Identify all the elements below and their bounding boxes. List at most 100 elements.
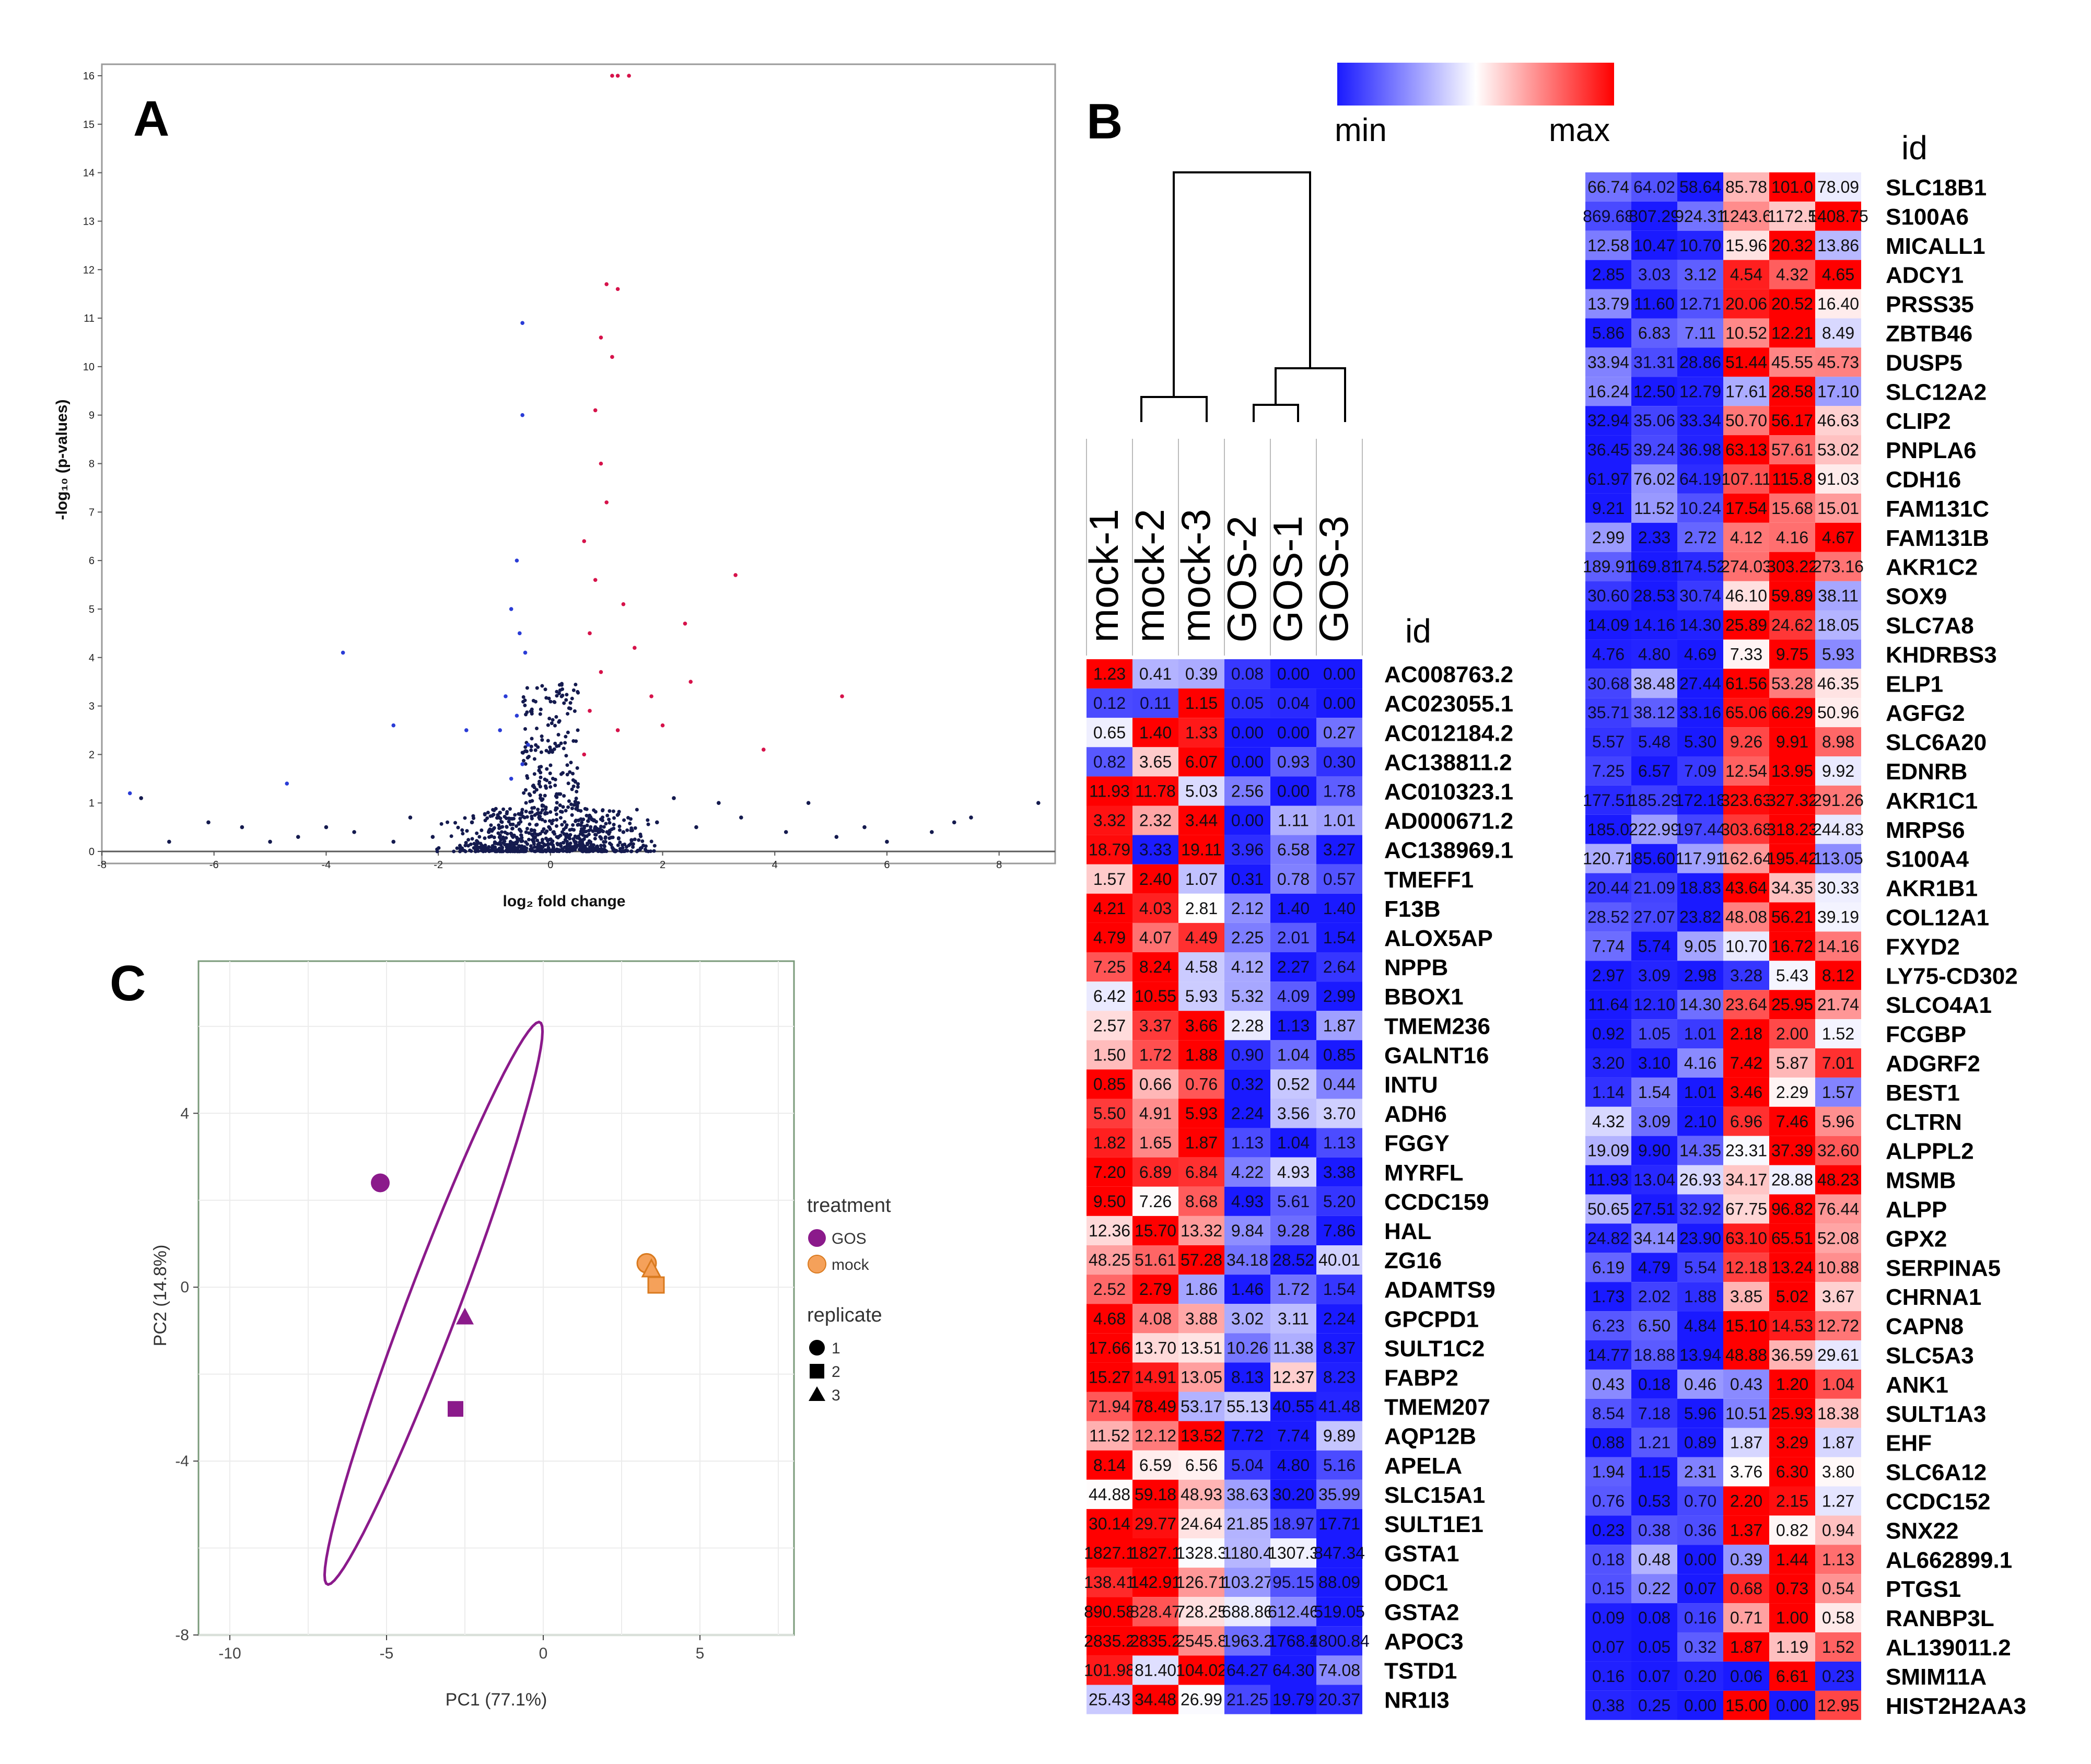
heatmap-cell bbox=[1631, 639, 1677, 669]
heatmap-cell-value: 11.78 bbox=[1135, 781, 1176, 800]
volcano-x-tick-label: -4 bbox=[322, 859, 331, 871]
volcano-x-tick-label: 0 bbox=[547, 859, 553, 871]
heatmap-cell-value: 6.89 bbox=[1139, 1163, 1172, 1182]
volcano-point-up bbox=[615, 287, 620, 291]
heatmap-cell bbox=[1087, 1597, 1132, 1627]
volcano-point-ns bbox=[552, 830, 556, 834]
heatmap-cell-value: 52.08 bbox=[1817, 1229, 1859, 1247]
heatmap-cell bbox=[1723, 435, 1769, 464]
volcano-point-ns bbox=[565, 693, 569, 697]
volcano-point-ns bbox=[573, 780, 577, 784]
heatmap-cell bbox=[1677, 464, 1723, 494]
heatmap-cell-value: 0.43 bbox=[1730, 1375, 1762, 1394]
heatmap-cell-value: 15.70 bbox=[1135, 1221, 1176, 1240]
volcano-point-ns bbox=[391, 839, 396, 844]
heatmap-cell-value: 9.75 bbox=[1776, 645, 1808, 663]
heatmap-cell bbox=[1224, 1685, 1270, 1714]
volcano-point-ns bbox=[532, 790, 536, 794]
heatmap-cell-value: 12.12 bbox=[1135, 1427, 1176, 1445]
heatmap-cell-value: 4.32 bbox=[1776, 265, 1808, 284]
heatmap-cell-value: 32.60 bbox=[1817, 1141, 1859, 1160]
heatmap-cell-value: 13.94 bbox=[1679, 1346, 1721, 1364]
volcano-point-ns bbox=[539, 775, 543, 779]
heatmap-cell bbox=[1631, 493, 1677, 523]
volcano-point-ns bbox=[562, 701, 566, 705]
heatmap-cell-value: 0.23 bbox=[1822, 1667, 1854, 1686]
heatmap-cell-value: 50.65 bbox=[1587, 1199, 1629, 1218]
volcano-point-ns bbox=[969, 815, 973, 820]
volcano-y-tick-label: 2 bbox=[89, 749, 95, 761]
heatmap-cell bbox=[1178, 1685, 1224, 1714]
heatmap-row-label: TMEM236 bbox=[1384, 1013, 1490, 1039]
volcano-point-ns bbox=[602, 825, 606, 829]
heatmap-cell-value: 12.21 bbox=[1771, 323, 1813, 342]
heatmap-cell-value: 13.52 bbox=[1181, 1427, 1222, 1445]
volcano-point-ns bbox=[511, 848, 516, 852]
heatmap-cell-value: 222.99 bbox=[1629, 820, 1680, 839]
heatmap-cell-value: 9.26 bbox=[1730, 732, 1762, 751]
volcano-point-ns bbox=[623, 843, 627, 847]
heatmap-cell-value: 2.29 bbox=[1776, 1083, 1808, 1102]
heatmap-cell-value: 29.77 bbox=[1135, 1514, 1176, 1533]
volcano-point-ns bbox=[554, 806, 558, 810]
heatmap-cell-value: 25.43 bbox=[1089, 1690, 1130, 1709]
heatmap-row-label: DUSP5 bbox=[1886, 350, 1962, 376]
heatmap-cell-value: 15.96 bbox=[1725, 236, 1767, 255]
heatmap-cell bbox=[1316, 776, 1362, 806]
volcano-point-ns bbox=[538, 779, 542, 784]
heatmap-cell bbox=[1270, 922, 1316, 952]
volcano-point-up bbox=[604, 500, 609, 505]
pca-x-tick-label: 0 bbox=[539, 1645, 548, 1662]
volcano-point-ns bbox=[352, 830, 356, 834]
volcano-point-ns bbox=[524, 809, 528, 813]
heatmap-cell bbox=[1087, 1157, 1132, 1187]
heatmap-cell-value: 6.83 bbox=[1638, 323, 1671, 342]
volcano-point-ns bbox=[588, 847, 592, 851]
volcano-point-ns bbox=[601, 830, 605, 834]
volcano-point-ns bbox=[478, 842, 483, 846]
volcano-point-ns bbox=[483, 849, 487, 853]
heatmap-cell-value: 1.87 bbox=[1323, 1016, 1356, 1035]
heatmap-row-label: TSTD1 bbox=[1384, 1658, 1457, 1684]
volcano-point-ns bbox=[635, 808, 639, 812]
volcano-point-ns bbox=[540, 684, 544, 688]
color-scale-bar bbox=[1337, 63, 1614, 106]
heatmap-cell bbox=[1270, 1392, 1316, 1421]
volcano-point-ns bbox=[614, 849, 618, 853]
volcano-point-ns bbox=[547, 696, 551, 700]
heatmap-cell-value: 1.40 bbox=[1323, 899, 1356, 918]
heatmap-cell-value: 174.52 bbox=[1675, 557, 1726, 576]
heatmap-cell bbox=[1224, 1655, 1270, 1685]
heatmap-cell-value: 34.48 bbox=[1135, 1690, 1176, 1709]
heatmap-row-label: ODC1 bbox=[1384, 1570, 1448, 1596]
heatmap-cell bbox=[1132, 1333, 1178, 1363]
heatmap-cell-value: 7.20 bbox=[1093, 1163, 1126, 1182]
heatmap-cell bbox=[1178, 982, 1224, 1011]
heatmap-row-label: KHDRBS3 bbox=[1886, 642, 1997, 668]
heatmap-row-label: SLC6A12 bbox=[1886, 1460, 1987, 1486]
volcano-point-ns bbox=[616, 843, 620, 847]
heatmap-cell-value: 0.88 bbox=[1592, 1433, 1625, 1452]
heatmap-cell-value: 28.52 bbox=[1272, 1251, 1314, 1269]
volcano-point-down bbox=[520, 413, 524, 417]
heatmap-cell bbox=[1270, 1685, 1316, 1714]
heatmap-cell-value: 91.03 bbox=[1817, 470, 1859, 488]
heatmap-cell bbox=[1087, 1011, 1132, 1041]
volcano-point-ns bbox=[534, 726, 539, 730]
volcano-x-tick-label: 4 bbox=[772, 859, 778, 871]
heatmap-cell bbox=[1087, 1040, 1132, 1070]
volcano-point-ns bbox=[534, 788, 539, 792]
heatmap-cell-value: 6.57 bbox=[1638, 762, 1671, 780]
heatmap-cell-value: 10.70 bbox=[1725, 937, 1767, 955]
heatmap-cell-value: 0.11 bbox=[1140, 694, 1171, 712]
heatmap-cell bbox=[1178, 893, 1224, 923]
volcano-point-ns bbox=[523, 745, 528, 749]
volcano-point-ns bbox=[574, 796, 578, 800]
volcano-point-ns bbox=[527, 792, 531, 796]
heatmap-cell-value: 1408.75 bbox=[1808, 207, 1868, 226]
heatmap-row-label: ALOX5AP bbox=[1384, 926, 1493, 951]
heatmap-cell-value: 318.23 bbox=[1767, 820, 1818, 839]
heatmap-cell-value: 7.33 bbox=[1730, 645, 1762, 663]
heatmap-cell-value: 12.50 bbox=[1633, 382, 1675, 401]
heatmap-cell bbox=[1270, 1069, 1316, 1099]
